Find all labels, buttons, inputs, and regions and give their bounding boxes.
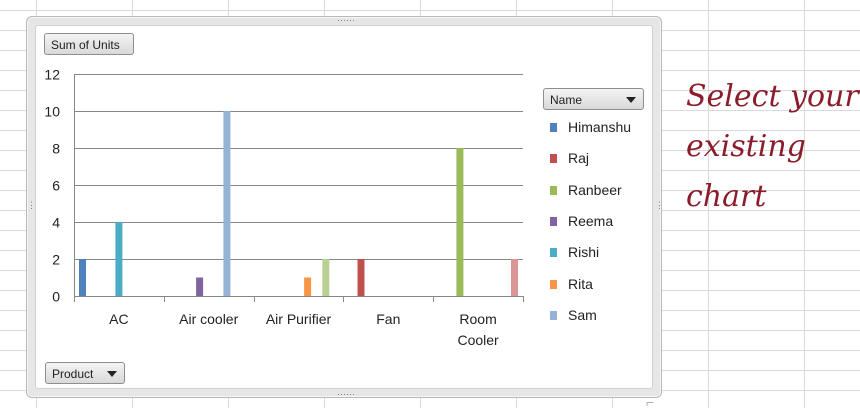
legend-label: Raj (568, 150, 590, 167)
legend-swatch (550, 279, 557, 289)
legend-field-dropdown[interactable]: Name (543, 88, 644, 110)
pivot-chart[interactable]: ⋯⋯ ⋯⋯ ⋮ ⋮ (26, 15, 664, 399)
legend-label: Reema (568, 212, 614, 229)
resize-handle-bottom[interactable]: ⋯⋯ (337, 389, 355, 399)
legend-swatch (550, 216, 557, 226)
legend-swatch (550, 154, 557, 164)
legend-label: Sam (568, 306, 597, 323)
resize-handle-right[interactable]: ⋮ (655, 200, 664, 210)
axis-field-dropdown[interactable]: Product (45, 362, 125, 384)
legend-label: Rishi (568, 244, 600, 261)
resize-handle-left[interactable]: ⋮ (27, 200, 36, 210)
legend-swatch (550, 123, 557, 132)
sheet-cell-edge: ⌐ (646, 394, 655, 410)
axis-field-label: Product (52, 367, 94, 381)
legend-label: Rita (568, 275, 593, 292)
callout-text: Select your existing chart (686, 72, 859, 222)
legend-label: Ranbeer (568, 181, 622, 198)
callout-line-2: existing (686, 129, 806, 164)
chart-area[interactable] (35, 25, 653, 389)
legend-swatch (550, 310, 557, 320)
legend-label: Himanshu (568, 119, 632, 135)
legend-field-label: Name (550, 93, 583, 107)
chevron-down-icon (626, 97, 636, 103)
chevron-down-icon (107, 371, 117, 377)
callout-line-3: chart (686, 179, 767, 214)
values-field-button[interactable]: Sum of Units (44, 33, 134, 55)
callout-line-1: Select your (686, 79, 859, 114)
resize-handle-top[interactable]: ⋯⋯ (337, 15, 355, 25)
legend-swatch (550, 185, 557, 195)
values-field-label: Sum of Units (51, 38, 120, 52)
legend-swatch (550, 248, 557, 258)
